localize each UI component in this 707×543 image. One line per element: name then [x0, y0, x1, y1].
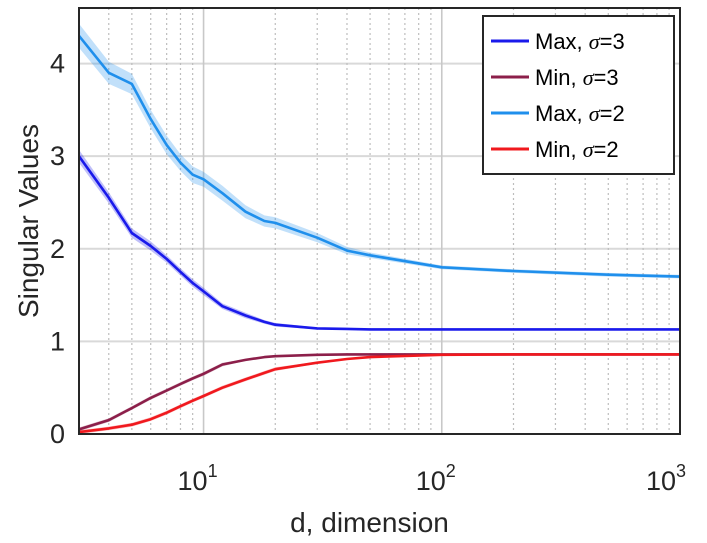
- line-series-2: [78, 353, 680, 431]
- plot-frame: [78, 7, 681, 435]
- y-axis-label: Singular Values: [13, 124, 44, 318]
- series-lines: [77, 34, 681, 434]
- band-series-1: [79, 149, 680, 331]
- x-tick-label: 101: [178, 461, 218, 496]
- y-tick-label: 3: [50, 141, 65, 171]
- legend: Max, σ=3 Min, σ=3 Max, σ=2 Min, σ=2: [482, 15, 675, 175]
- y-tick-label: 1: [50, 326, 65, 356]
- y-tick-label: 0: [50, 419, 65, 449]
- line-series-1: [77, 155, 680, 331]
- x-axis-label: d, dimension: [290, 507, 449, 538]
- x-tick-label: 102: [416, 461, 456, 496]
- legend-label: Min, σ=2: [535, 137, 619, 162]
- tick-labels: 0 1 2 3 4 101 102 103: [50, 49, 686, 496]
- band-series-2: [79, 353, 680, 432]
- band-series-4: [79, 353, 680, 434]
- legend-label: Max, σ=3: [535, 29, 625, 54]
- x-tick-label: 103: [646, 461, 686, 496]
- line-series-3: [77, 34, 681, 278]
- line-series-4: [78, 353, 680, 434]
- y-tick-label: 2: [50, 234, 65, 264]
- legend-label: Min, σ=3: [535, 65, 619, 90]
- legend-label: Max, σ=2: [535, 101, 625, 126]
- y-tick-label: 4: [50, 49, 65, 79]
